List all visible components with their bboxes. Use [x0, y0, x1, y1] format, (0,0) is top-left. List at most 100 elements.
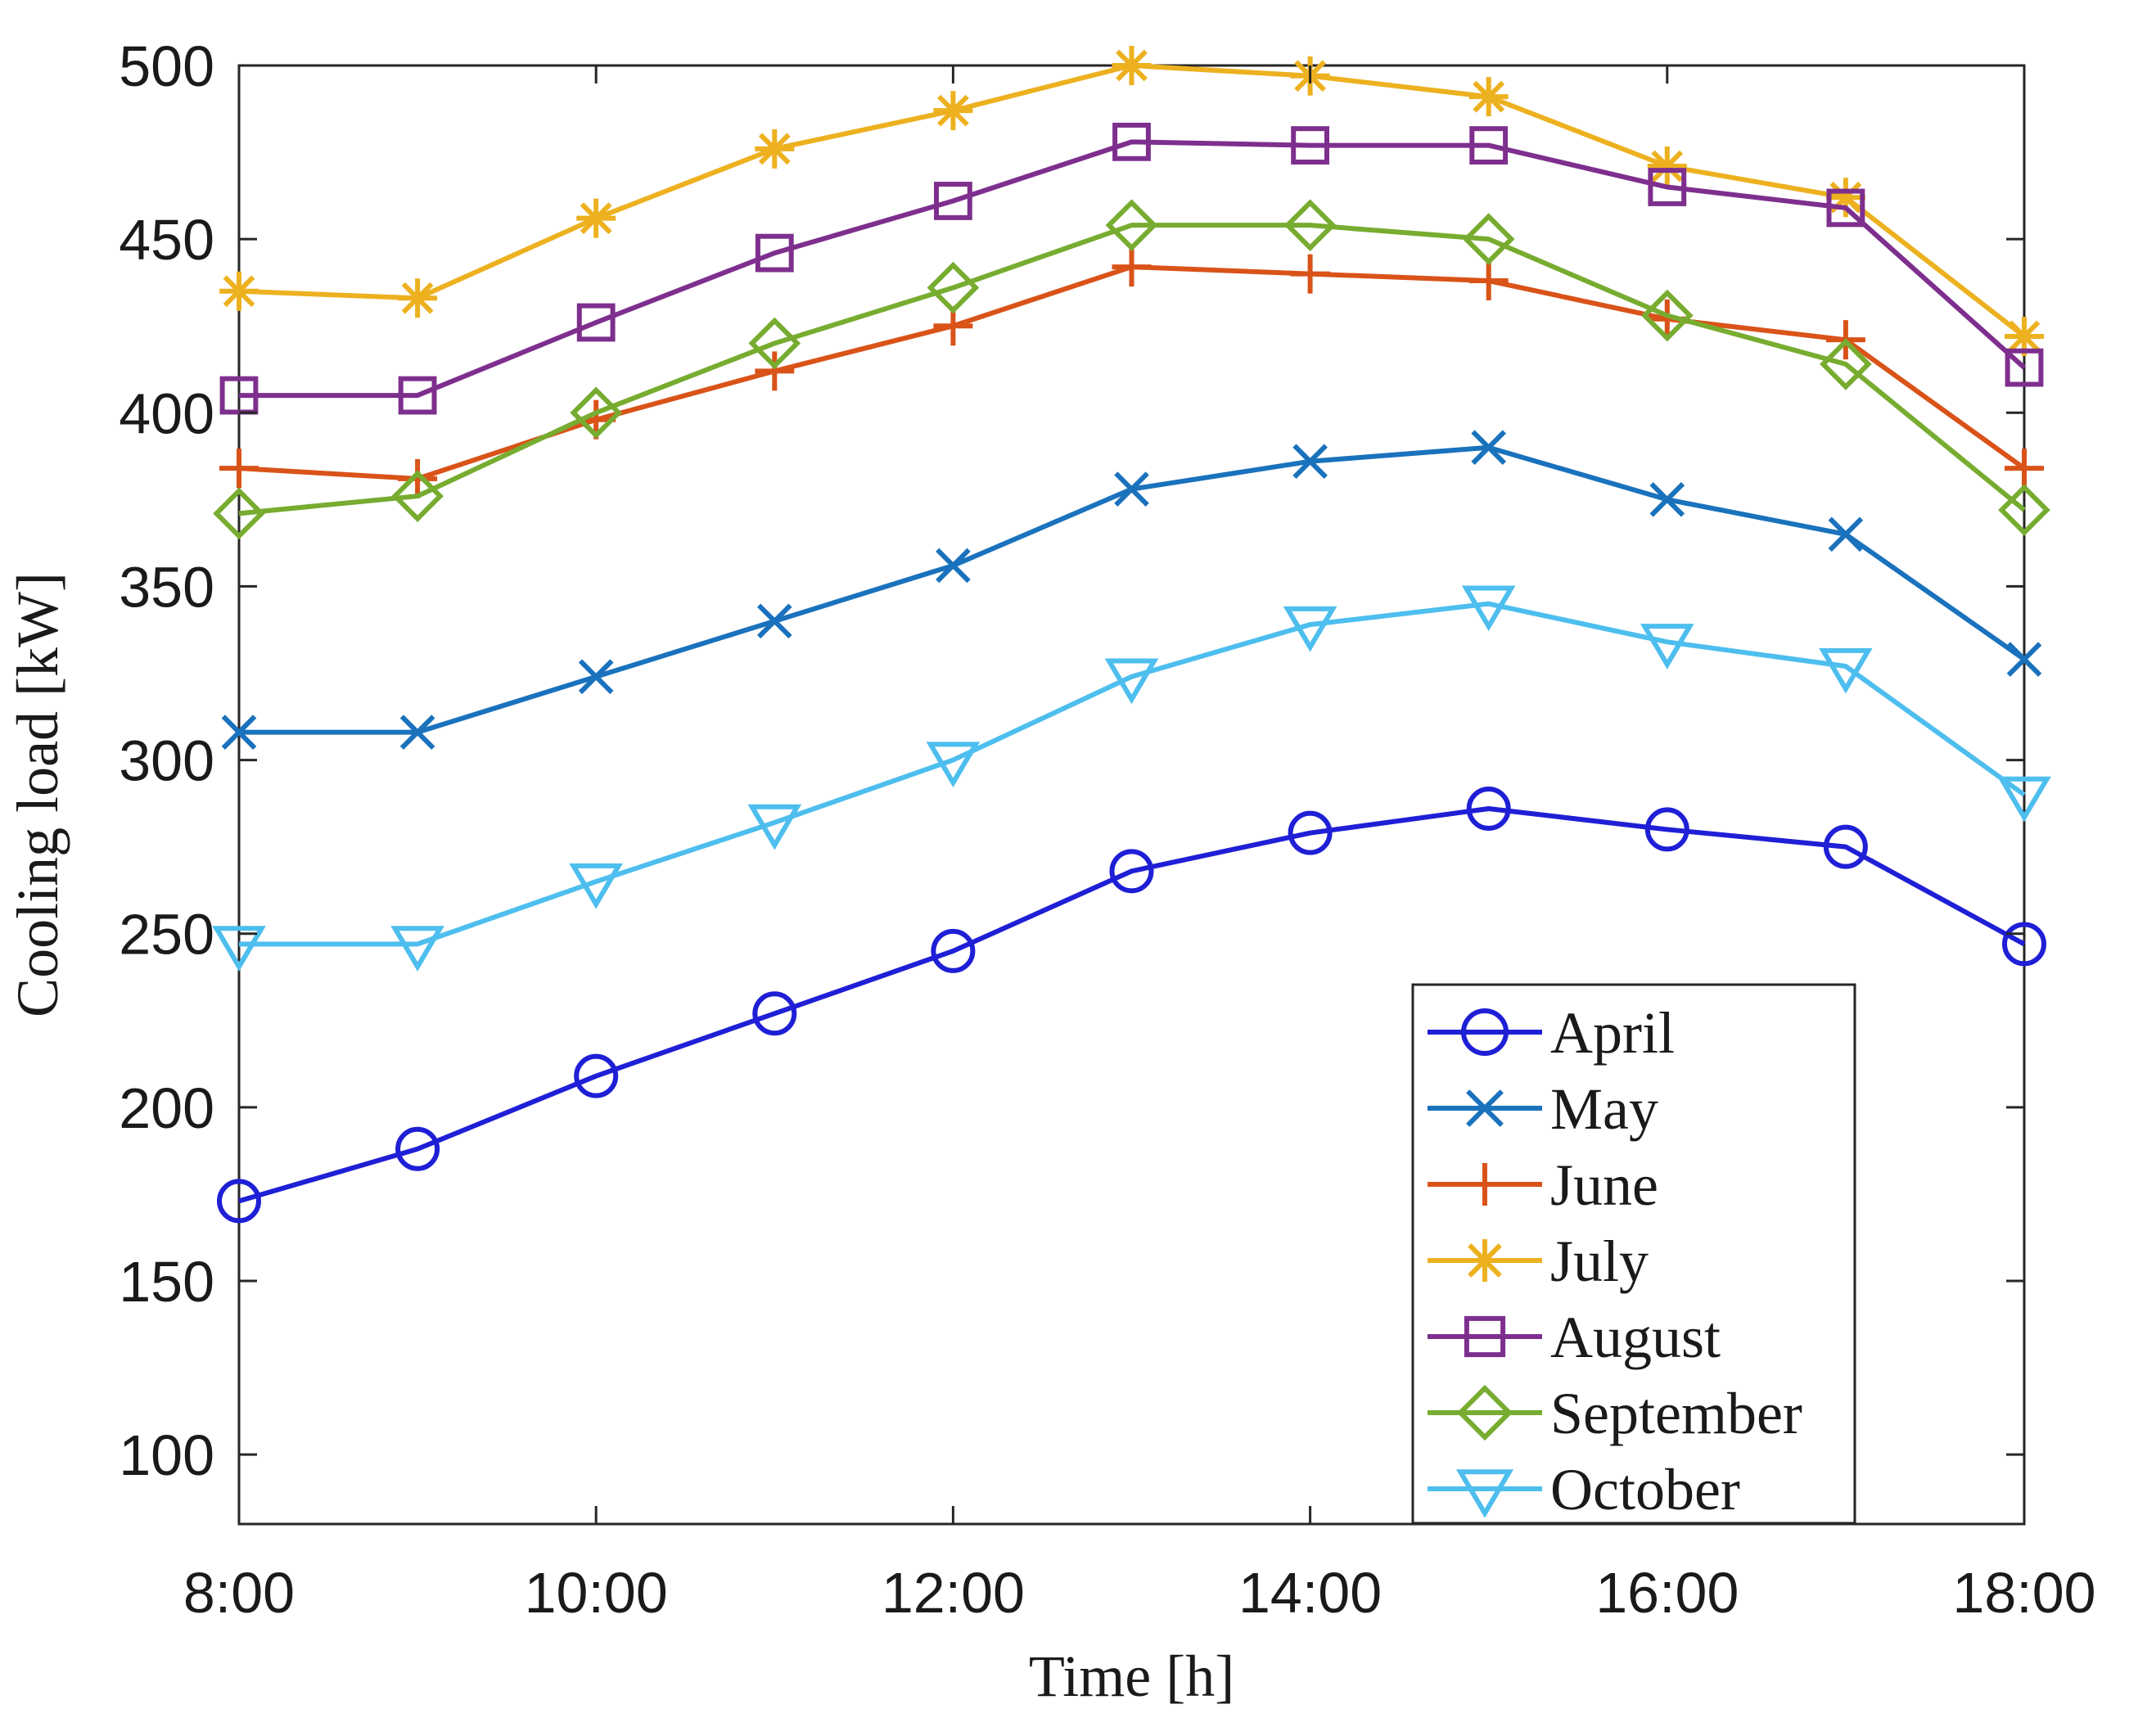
data-point-september — [1640, 289, 1694, 342]
data-point-may — [2006, 642, 2042, 677]
data-point-may — [1114, 471, 1149, 507]
legend-marker — [1455, 1469, 1514, 1518]
legend-label: August — [1550, 1305, 1721, 1370]
legend-entry: July — [1428, 1229, 1649, 1294]
legend-marker — [1456, 1384, 1513, 1441]
data-point-july — [933, 91, 973, 131]
y-tick-label: 150 — [119, 1250, 214, 1314]
data-point-september — [927, 261, 980, 314]
data-point-october — [212, 926, 266, 972]
data-point-october — [1104, 658, 1159, 705]
data-point-april — [1466, 786, 1511, 831]
y-tick-label: 400 — [119, 381, 214, 445]
data-point-june — [755, 351, 795, 391]
data-point-july — [1468, 77, 1509, 117]
data-point-july — [576, 198, 616, 238]
legend-entry: June — [1428, 1152, 1658, 1218]
y-tick-label: 500 — [119, 34, 214, 98]
data-point-october — [1283, 606, 1337, 652]
data-point-may — [936, 548, 971, 584]
data-point-june — [398, 458, 438, 498]
y-tick-label: 350 — [119, 555, 214, 619]
series-september — [213, 199, 2050, 540]
data-point-august — [755, 233, 794, 273]
axes-layer: 8:00 10:00 12:00 14:00 16:00 18:00 100 150 200 25… — [119, 34, 2095, 1625]
y-tick-label: 250 — [119, 903, 214, 967]
y-tick-label: 450 — [119, 208, 214, 272]
data-point-april — [217, 1179, 261, 1224]
legend-label: July — [1550, 1229, 1649, 1294]
data-point-september — [570, 386, 623, 440]
x-tick-label: 12:00 — [882, 1561, 1025, 1625]
data-point-september — [748, 317, 801, 370]
x-tick-label: 16:00 — [1595, 1561, 1739, 1625]
data-point-october — [1640, 624, 1694, 670]
data-point-may — [221, 715, 257, 750]
series-august — [219, 122, 2044, 415]
series-may — [221, 430, 2042, 750]
data-point-october — [1997, 776, 2051, 823]
data-point-september — [1998, 484, 2050, 536]
data-point-april — [1823, 824, 1868, 869]
x-axis-title: Time [h] — [1029, 1644, 1234, 1709]
data-point-september — [1820, 338, 1872, 390]
data-point-june — [1112, 247, 1152, 287]
data-point-september — [1283, 199, 1337, 252]
data-point-may — [1292, 444, 1328, 480]
series-october — [212, 585, 2051, 972]
data-point-june — [1468, 261, 1509, 301]
data-point-july — [1647, 147, 1687, 187]
legend-entry: April — [1428, 1000, 1675, 1066]
series-april — [217, 786, 2046, 1224]
data-point-may — [1649, 482, 1685, 517]
data-point-august — [2005, 348, 2044, 387]
data-point-april — [931, 928, 976, 973]
data-point-july — [2005, 316, 2044, 356]
data-point-july — [398, 278, 438, 318]
data-point-september — [391, 470, 444, 522]
data-point-july — [755, 129, 795, 169]
data-point-october — [569, 863, 624, 909]
series-line-september — [238, 223, 2026, 516]
legend-entry: May — [1428, 1076, 1658, 1142]
legend-label: October — [1550, 1457, 1740, 1522]
data-point-april — [2002, 922, 2046, 967]
series-layer — [212, 46, 2051, 1224]
data-point-may — [1828, 516, 1864, 552]
data-point-july — [1825, 178, 1865, 218]
data-point-october — [926, 742, 981, 788]
data-point-june — [2005, 449, 2044, 489]
data-point-april — [752, 991, 797, 1036]
data-point-october — [1819, 647, 1873, 694]
y-tick-label: 300 — [119, 729, 214, 793]
data-point-may — [399, 715, 435, 750]
data-point-august — [934, 182, 972, 220]
data-point-june — [1290, 254, 1330, 294]
data-point-april — [574, 1053, 619, 1098]
legend-label: May — [1550, 1076, 1658, 1142]
legend-label: September — [1550, 1381, 1802, 1446]
x-tick-label: 18:00 — [1952, 1561, 2095, 1625]
legend-marker — [1464, 1315, 1506, 1358]
data-point-october — [1461, 585, 1516, 632]
series-line-april — [238, 805, 2026, 1204]
series-line-october — [239, 601, 2026, 947]
x-tick-label: 10:00 — [525, 1561, 668, 1625]
data-point-august — [1112, 122, 1151, 161]
y-tick-label: 100 — [119, 1423, 214, 1487]
data-point-may — [578, 659, 614, 695]
legend-label: June — [1550, 1152, 1658, 1218]
data-point-april — [1109, 849, 1154, 894]
series-line-august — [239, 139, 2027, 399]
data-point-may — [1471, 430, 1507, 466]
series-july — [219, 46, 2044, 356]
data-point-september — [213, 487, 265, 540]
legend-entry: October — [1428, 1457, 1740, 1522]
legend-marker — [1464, 1163, 1506, 1206]
data-point-october — [747, 804, 802, 850]
data-point-august — [1291, 126, 1329, 165]
legend-marker — [1461, 1008, 1509, 1056]
data-point-august — [576, 303, 616, 342]
legend-entry: August — [1428, 1305, 1721, 1370]
